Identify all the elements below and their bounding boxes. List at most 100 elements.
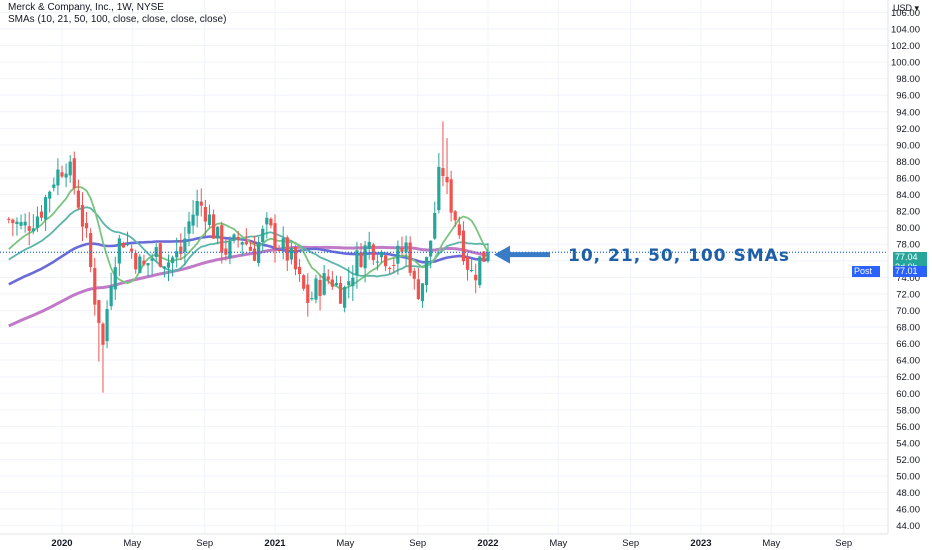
candle-body bbox=[351, 277, 355, 287]
candle-body bbox=[240, 242, 244, 245]
symbol-legend[interactable]: Merck & Company, Inc., 1W, NYSE bbox=[8, 2, 164, 13]
x-tick-label: Sep bbox=[622, 538, 639, 549]
y-tick-label: 74.00 bbox=[896, 273, 920, 284]
candle-body bbox=[482, 251, 486, 262]
candle-body bbox=[76, 190, 80, 208]
candle-body bbox=[84, 223, 89, 229]
candle-body bbox=[60, 172, 64, 177]
candle-body bbox=[44, 197, 48, 220]
candle-body bbox=[121, 242, 126, 248]
x-tick-label: 2022 bbox=[477, 538, 498, 549]
candle-body bbox=[179, 246, 183, 254]
candlesticks bbox=[7, 121, 490, 393]
candle-body bbox=[109, 286, 113, 307]
candle-body bbox=[437, 166, 441, 211]
candle-body bbox=[35, 216, 40, 228]
x-tick-label: May bbox=[123, 538, 141, 549]
candle-body bbox=[404, 242, 408, 253]
candle-body bbox=[314, 278, 318, 300]
y-tick-label: 50.00 bbox=[896, 472, 920, 483]
candle-body bbox=[183, 238, 187, 252]
candle-body bbox=[338, 283, 343, 304]
candle-body bbox=[23, 221, 27, 226]
candle-body bbox=[97, 300, 101, 324]
candle-body bbox=[449, 179, 453, 213]
y-tick-label: 92.00 bbox=[896, 124, 920, 135]
candle-body bbox=[416, 279, 420, 300]
y-tick-label: 60.00 bbox=[896, 389, 920, 400]
sma-100-line bbox=[8, 245, 489, 328]
y-tick-label: 98.00 bbox=[896, 74, 920, 85]
currency-text: USD bbox=[893, 3, 913, 13]
candle-body bbox=[486, 252, 490, 262]
arrow-head bbox=[494, 245, 510, 264]
y-tick-label: 48.00 bbox=[896, 488, 920, 499]
candle-body bbox=[285, 237, 289, 261]
y-tick-label: 84.00 bbox=[896, 190, 920, 201]
candle-body bbox=[170, 257, 175, 264]
candle-body bbox=[101, 323, 105, 345]
y-tick-label: 80.00 bbox=[896, 223, 920, 234]
candle-body bbox=[273, 223, 277, 249]
candle-body bbox=[15, 221, 19, 225]
last-price-badge: 77.04 bbox=[893, 252, 927, 263]
candle-body bbox=[162, 266, 167, 269]
candle-body bbox=[383, 255, 388, 267]
candle-body bbox=[318, 279, 322, 296]
candle-body bbox=[424, 257, 429, 286]
candle-body bbox=[195, 201, 199, 216]
candle-body bbox=[265, 217, 269, 225]
candle-body bbox=[277, 249, 281, 251]
candle-body bbox=[396, 245, 400, 264]
candle-body bbox=[375, 261, 380, 263]
y-tick-label: 66.00 bbox=[896, 339, 920, 350]
x-tick-label: May bbox=[336, 538, 354, 549]
candle-body bbox=[216, 226, 220, 239]
candle-body bbox=[330, 279, 334, 287]
candle-body bbox=[252, 248, 257, 261]
x-tick-label: Sep bbox=[835, 538, 852, 549]
candle-body bbox=[31, 228, 35, 232]
candle-body bbox=[113, 267, 117, 290]
candle-body bbox=[248, 246, 253, 251]
candle-body bbox=[388, 267, 392, 269]
candle-body bbox=[420, 283, 425, 302]
candle-body bbox=[203, 206, 207, 222]
y-tick-label: 90.00 bbox=[896, 140, 920, 151]
candle-body bbox=[52, 184, 56, 188]
candle-body bbox=[269, 218, 273, 226]
candle-body bbox=[379, 251, 384, 258]
indicator-legend[interactable]: SMAs (10, 21, 50, 100, close, close, clo… bbox=[8, 14, 227, 25]
candle-body bbox=[261, 228, 265, 243]
candle-body bbox=[80, 205, 85, 227]
y-tick-label: 96.00 bbox=[896, 91, 920, 102]
candle-body bbox=[474, 274, 478, 281]
time-axis[interactable]: 2020 May Sep 2021 May Sep 2022 May Sep 2023 May Sep bbox=[51, 538, 852, 549]
candle-body bbox=[453, 211, 457, 221]
candle-body bbox=[302, 275, 306, 289]
candle-body bbox=[64, 173, 68, 178]
candle-body bbox=[105, 309, 109, 342]
candle-body bbox=[166, 262, 171, 268]
sma-lines bbox=[8, 185, 489, 328]
candle-body bbox=[244, 241, 248, 245]
y-tick-label: 86.00 bbox=[896, 174, 920, 185]
currency-label[interactable]: USD ▾ bbox=[893, 3, 920, 13]
y-tick-label: 88.00 bbox=[896, 157, 920, 168]
candle-body bbox=[429, 240, 433, 257]
candle-body bbox=[187, 221, 191, 234]
candle-body bbox=[68, 161, 72, 176]
y-tick-label: 54.00 bbox=[896, 438, 920, 449]
candle-body bbox=[232, 234, 236, 241]
candle-body bbox=[93, 268, 97, 305]
candle-body bbox=[72, 158, 76, 189]
candle-body bbox=[343, 286, 347, 308]
candle-body bbox=[150, 258, 154, 261]
candle-body bbox=[199, 201, 203, 206]
candle-body bbox=[408, 242, 412, 273]
annotation-text: 10, 21, 50, 100 SMAs bbox=[568, 246, 790, 266]
candle-body bbox=[355, 250, 359, 276]
x-tick-label: May bbox=[762, 538, 780, 549]
candle-body bbox=[125, 244, 130, 246]
